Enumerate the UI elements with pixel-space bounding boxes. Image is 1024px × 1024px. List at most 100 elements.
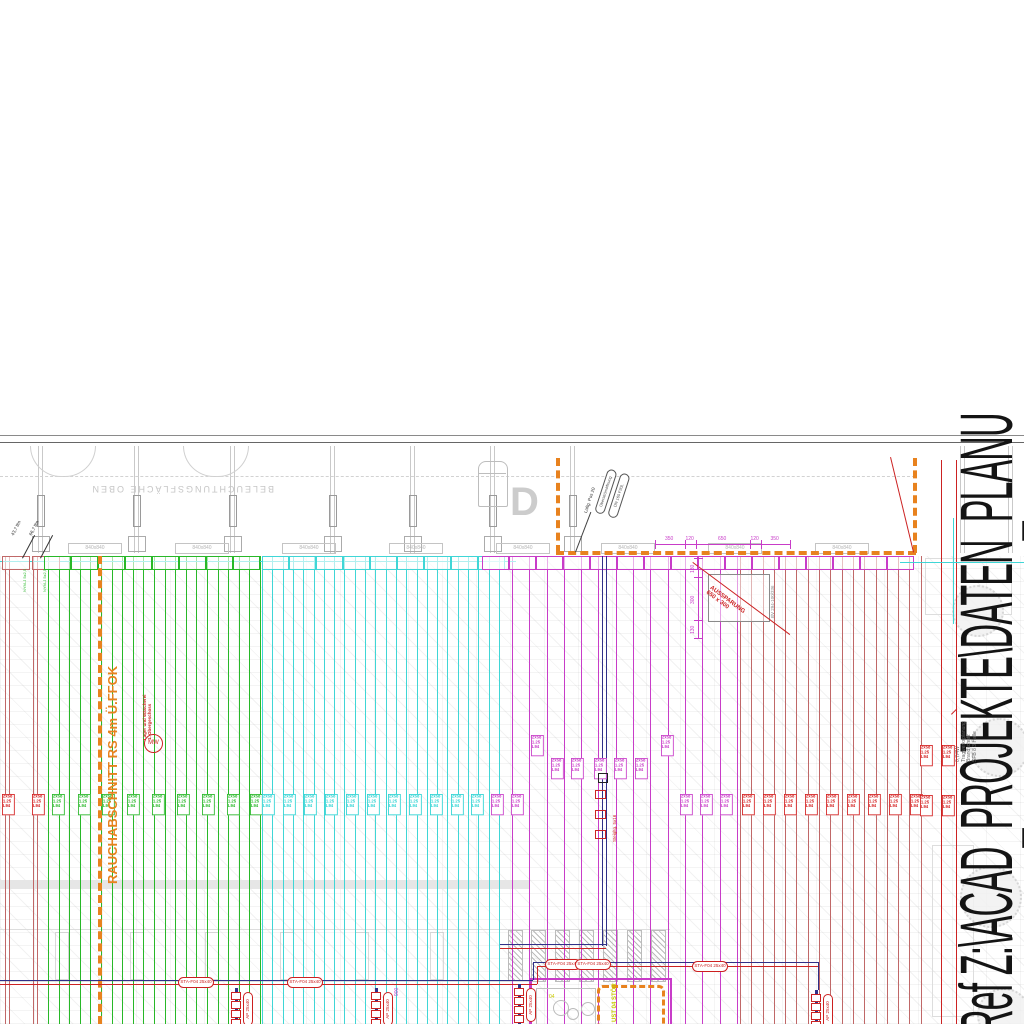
fixture-tag: 2x58 1.25 L94	[826, 794, 839, 816]
grid-label-box: 840x840	[389, 543, 443, 554]
fixture-box	[590, 556, 617, 570]
fixture-tag: 2x58 1.25 L94	[614, 758, 627, 780]
fixture-box	[617, 556, 644, 570]
structure-column-line	[494, 446, 495, 553]
grid-line-bottom-a	[0, 929, 670, 930]
circuit-line-green	[207, 556, 208, 1024]
left-leader-text: 43,7 lfm	[10, 519, 22, 537]
fixture-box	[536, 556, 563, 570]
grid-label-box: 840x840	[175, 543, 229, 554]
circuit-line-cyan	[417, 556, 418, 1024]
stamp-circle: MW	[144, 734, 163, 753]
fixture-box	[289, 556, 316, 570]
circuit-line-green	[218, 556, 219, 1024]
cable-drop-label: AP 25x40	[243, 992, 253, 1024]
grid-dashdot-line	[0, 476, 915, 477]
circuit-line-red-right	[740, 556, 741, 1024]
structure-column-line	[330, 446, 331, 553]
circuit-line-cyan	[489, 556, 490, 1024]
circuit-line-magenta	[685, 556, 686, 1024]
fixture-tag: 2x58 1.25 L94	[680, 794, 693, 816]
circuit-line-green	[228, 556, 229, 1024]
fixture-tag: 2x58 1.25 L94	[531, 735, 544, 757]
dim-tick	[685, 540, 686, 549]
fixture-tag: 2x58 1.25 L94	[661, 735, 674, 757]
junction-box-symbol	[598, 773, 608, 783]
room-label-small: 04	[549, 994, 555, 1000]
circuit-line-cyan	[427, 556, 428, 1024]
structure-column-line	[570, 446, 571, 553]
dim-tick	[750, 540, 751, 549]
circuit-line-red-right	[909, 556, 910, 1024]
tray-label-oval: STA-F04 25x40	[692, 961, 728, 972]
fire-section-dash-left	[556, 458, 560, 553]
tray-route-red-jog	[537, 966, 538, 984]
circuit-line-green	[143, 556, 144, 1024]
red-riser-line	[956, 460, 957, 1024]
cable-drop-box	[231, 992, 241, 1000]
fixture-box	[451, 556, 478, 570]
dim-tick	[694, 620, 703, 621]
dim-tick	[696, 540, 697, 549]
circuit-line-green	[260, 556, 261, 1024]
fixture-tag: 2x58 1.25 L94	[346, 794, 359, 816]
red-boundary-diagonal	[890, 457, 914, 553]
cable-drop-label: AP 25x40	[823, 994, 833, 1024]
green-cable-note: NYM-J 5x2,5	[22, 568, 27, 592]
circuit-line-red-right	[751, 556, 752, 1024]
vehicle-outline	[478, 461, 508, 507]
ref-gray-box-b	[932, 845, 974, 1017]
structure-column-line	[230, 446, 231, 553]
fixture-box	[397, 556, 424, 570]
door-swing-arc	[183, 446, 249, 477]
riser-tick-box	[595, 810, 606, 819]
fixture-box	[860, 556, 887, 570]
grid-label-box: 840x840	[68, 543, 122, 554]
circuit-line-magenta	[581, 556, 582, 1024]
circuit-line-green	[239, 556, 240, 1024]
room-equip-frame	[536, 988, 596, 1024]
fixture-tag: 2x58 1.25 L94	[920, 745, 933, 767]
fixture-tag: 2x58 1.25 L94	[262, 794, 275, 816]
structure-column-base	[128, 536, 146, 552]
fixture-box	[233, 556, 260, 570]
smoke-section-label: RAUCHABSCHNITT RS 4m Ü.FFOK	[105, 665, 120, 884]
dim-tick	[694, 638, 703, 639]
fixture-tag: 2x58 1.25 L94	[367, 794, 380, 816]
riser-tick-box	[595, 790, 606, 799]
fixture-tag: 2x58 1.25 L94	[942, 745, 955, 767]
circuit-line-cyan	[365, 556, 366, 1024]
fixture-tag: 2x58 1.25 L94	[700, 794, 713, 816]
cable-drop-box	[371, 992, 381, 1000]
structure-column-base	[404, 536, 422, 552]
fixture-tag: 2x58 1.25 L94	[889, 794, 902, 816]
circuit-line-cyan	[458, 556, 459, 1024]
gray-band	[0, 880, 530, 889]
circuit-line-red-right	[876, 556, 877, 1024]
fixture-tag: 2x58 1.25 L94	[32, 794, 45, 816]
column-hatched	[55, 932, 69, 980]
circuit-line-far-left-red	[9, 556, 10, 1024]
fixture-box	[370, 556, 397, 570]
tree-symbol	[970, 718, 1024, 777]
cable-drop-box	[811, 1003, 821, 1011]
fixture-box	[806, 556, 833, 570]
cable-drop-box	[811, 1012, 821, 1020]
structure-bracket	[37, 495, 45, 527]
circuit-line-far-left-red	[37, 556, 38, 1024]
dim-tick	[790, 540, 791, 549]
fixture-box	[262, 556, 289, 570]
cable-drop-box	[811, 994, 821, 1002]
structure-column-line	[1012, 446, 1013, 553]
fixture-box	[2, 556, 30, 570]
structure-column-line	[1008, 446, 1009, 553]
fixture-box	[125, 556, 152, 570]
dim-number: 130	[690, 625, 696, 634]
fixture-tag: 2x58 1.25 L94	[742, 794, 755, 816]
circuit-line-red-right	[898, 556, 899, 1024]
room-fire-dash-border	[597, 985, 665, 1024]
circuit-line-red-right	[785, 556, 786, 1024]
circuit-line-magenta	[529, 556, 530, 1024]
structure-column-line	[574, 446, 575, 553]
